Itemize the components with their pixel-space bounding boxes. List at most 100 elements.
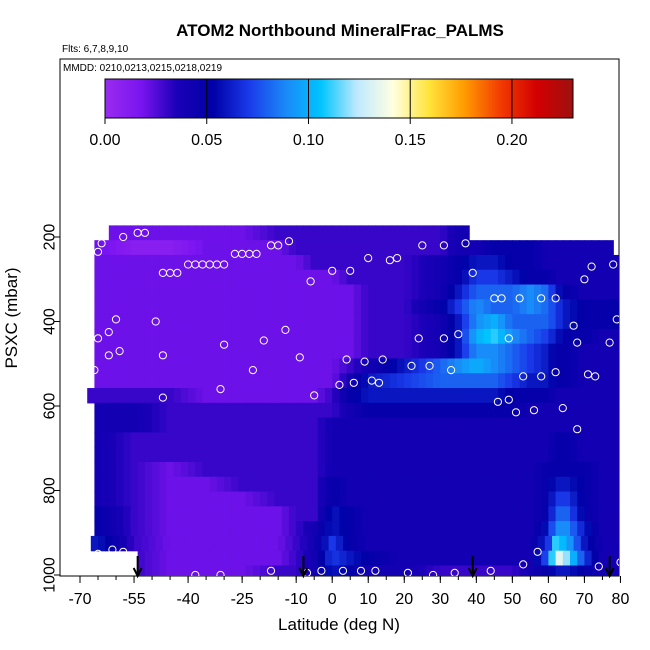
heatmap-cell: [418, 506, 427, 522]
y-tick-label: 200: [42, 224, 59, 251]
heatmap-cell: [505, 521, 513, 537]
heatmap-cell: [209, 343, 218, 360]
heatmap-cell: [389, 476, 398, 493]
heatmap-cell: [144, 299, 153, 315]
heatmap-cell: [317, 388, 326, 404]
heatmap-cell: [310, 240, 319, 256]
heatmap-cell: [505, 565, 513, 576]
heatmap-cell: [541, 373, 549, 389]
heatmap-cell: [310, 254, 319, 271]
heatmap-cell: [606, 328, 614, 345]
heatmap-cell: [598, 240, 607, 256]
sample-marker: [454, 330, 463, 339]
heatmap-cell: [570, 417, 578, 434]
heatmap-cell: [454, 343, 463, 360]
heatmap-cell: [433, 299, 441, 315]
heatmap-cell: [159, 373, 168, 389]
heatmap-cell: [231, 432, 240, 448]
heatmap-cell: [101, 314, 110, 330]
heatmap-cell: [440, 388, 449, 404]
heatmap-cell: [476, 343, 485, 360]
heatmap-cell: [591, 491, 600, 507]
heatmap-cell: [577, 491, 586, 507]
heatmap-cell: [418, 269, 427, 286]
heatmap-cell: [166, 417, 175, 434]
heatmap-cell: [195, 491, 204, 507]
heatmap-cell: [325, 491, 333, 507]
sample-marker: [569, 321, 578, 330]
heatmap-cell: [461, 343, 470, 360]
heatmap-cell: [152, 343, 160, 360]
heatmap-cell: [361, 550, 369, 567]
heatmap-cell: [512, 461, 521, 478]
heatmap-cell: [425, 491, 434, 507]
heatmap-cell: [180, 269, 189, 286]
heatmap-cell: [454, 506, 463, 522]
heatmap-cell: [433, 491, 441, 507]
heatmap-cell: [411, 521, 420, 537]
heatmap-cell: [343, 535, 351, 552]
heatmap-cell: [209, 388, 218, 404]
heatmap-cell: [159, 388, 168, 404]
heatmap-cell: [433, 417, 441, 434]
heatmap-cell: [418, 491, 427, 507]
heatmap-cell: [123, 328, 132, 345]
heatmap-cell: [533, 240, 542, 256]
heatmap-cell: [339, 254, 348, 271]
heatmap-cell: [533, 388, 542, 404]
heatmap-cell: [476, 240, 485, 256]
heatmap-cell: [267, 432, 276, 448]
heatmap-cell: [216, 565, 225, 576]
heatmap-cell: [598, 521, 607, 537]
heatmap-cell: [577, 299, 586, 315]
heatmap-cell: [483, 299, 492, 315]
heatmap-cell: [469, 506, 477, 522]
heatmap-cell: [483, 476, 492, 493]
heatmap-cell: [440, 521, 449, 537]
heatmap-cell: [591, 506, 600, 522]
heatmap-cell: [389, 373, 398, 389]
sample-marker: [115, 347, 124, 356]
heatmap-cell: [238, 284, 247, 300]
heatmap-cell: [577, 550, 586, 567]
heatmap-cell: [288, 388, 297, 404]
sample-marker: [328, 266, 337, 275]
sample-marker: [104, 351, 113, 360]
sample-marker: [519, 372, 528, 381]
heatmap-cell: [191, 535, 200, 552]
heatmap-cell: [281, 417, 290, 434]
heatmap-cell: [519, 565, 528, 576]
heatmap-cell: [440, 506, 449, 522]
heatmap-cell: [469, 461, 477, 478]
heatmap-cell: [418, 432, 427, 448]
heatmap-cell: [526, 240, 535, 256]
heatmap-cell: [310, 343, 319, 360]
heatmap-cell: [317, 461, 326, 478]
heatmap-cell: [94, 314, 103, 330]
heatmap-cell: [274, 447, 283, 463]
heatmap-cell: [555, 506, 564, 522]
heatmap-cell: [238, 225, 247, 241]
heatmap-cell: [238, 447, 247, 463]
sample-marker: [295, 353, 304, 362]
heatmap-cell: [245, 565, 254, 576]
heatmap-cell: [447, 269, 456, 286]
heatmap-cell: [476, 284, 485, 300]
heatmap-cell: [368, 299, 377, 315]
heatmap-cell: [173, 269, 182, 286]
heatmap-cell: [202, 343, 211, 360]
heatmap-cell: [476, 461, 485, 478]
heatmap-cell: [440, 358, 449, 374]
heatmap-cell: [202, 328, 211, 345]
heatmap-cell: [274, 388, 283, 404]
heatmap-cell: [144, 373, 153, 389]
heatmap-cell: [252, 491, 261, 507]
flight-arrow: [604, 556, 615, 579]
sample-marker: [364, 254, 373, 263]
heatmap-cell: [562, 565, 571, 576]
heatmap-cell: [281, 314, 290, 330]
heatmap-cell: [400, 535, 409, 552]
sample-marker: [573, 425, 582, 434]
heatmap-cell: [505, 343, 513, 360]
heatmap-cell: [245, 388, 254, 404]
